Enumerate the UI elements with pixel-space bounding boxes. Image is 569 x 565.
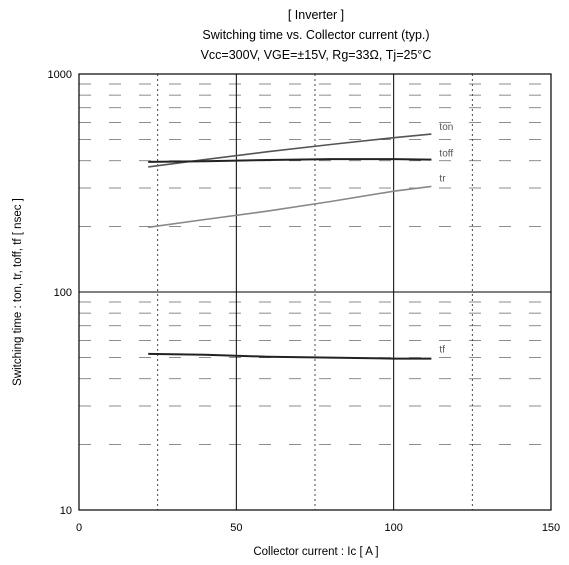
minor-gridlines bbox=[79, 74, 551, 510]
series-label-tf: tf bbox=[439, 345, 445, 356]
chart-title-line-2: Switching time vs. Collector current (ty… bbox=[202, 28, 429, 42]
y-axis-label: Switching time : ton, tr, toff, tf [ nse… bbox=[12, 198, 24, 386]
y-tick-label: 1000 bbox=[48, 69, 72, 81]
x-tick-label: 0 bbox=[76, 522, 82, 534]
series-label-toff: toff bbox=[439, 149, 453, 160]
x-tick-label: 150 bbox=[542, 522, 560, 534]
chart-title-line-1: [ Inverter ] bbox=[288, 8, 344, 22]
series-line-tf bbox=[148, 352, 432, 360]
x-tick-label: 50 bbox=[230, 522, 242, 534]
series-label-tr: tr bbox=[439, 173, 446, 184]
x-axis-label: Collector current : Ic [ A ] bbox=[253, 546, 378, 558]
y-tick-label: 10 bbox=[60, 505, 72, 517]
plot-frame bbox=[78, 73, 552, 511]
y-tick-label: 100 bbox=[54, 287, 72, 299]
x-tick-label: 100 bbox=[384, 522, 402, 534]
chart-title-group: [ Inverter ] Switching time vs. Collecto… bbox=[201, 8, 432, 62]
series-line-tr bbox=[148, 185, 432, 229]
major-gridlines bbox=[79, 74, 551, 510]
series-line-toff bbox=[148, 158, 432, 163]
chart-title-line-3: Vcc=300V, VGE=±15V, Rg=33Ω, Tj=25°C bbox=[201, 48, 432, 62]
series-layer: ton toff tr tf bbox=[148, 122, 453, 360]
y-tick-labels: 10 100 1000 bbox=[48, 69, 72, 517]
x-tick-labels: 0 50 100 150 bbox=[76, 522, 560, 534]
series-label-ton: ton bbox=[439, 122, 453, 133]
